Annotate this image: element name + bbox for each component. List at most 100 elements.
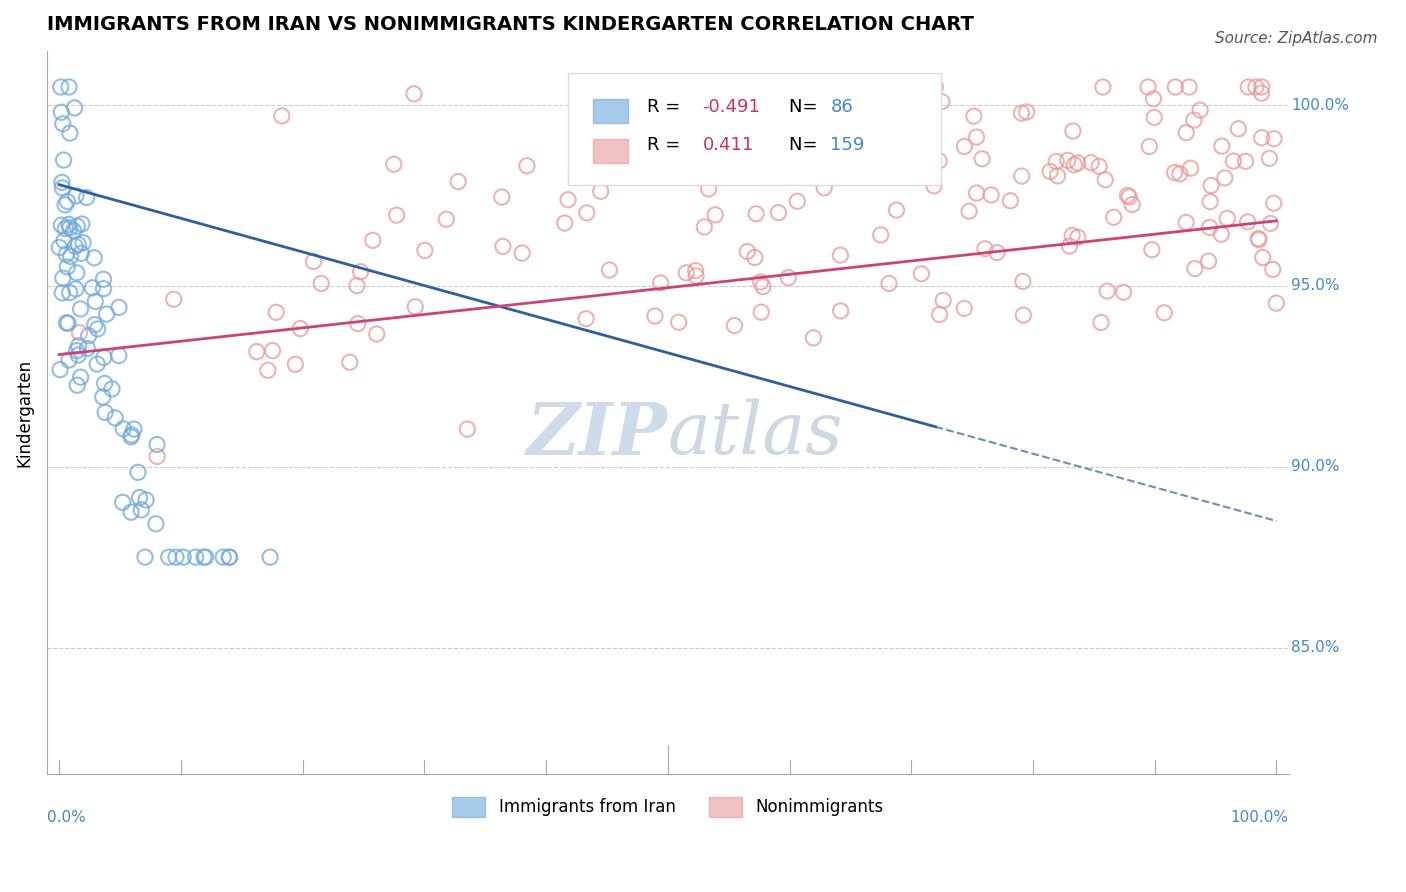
Point [56,194,79,209]
Point [108,301,131,315]
Point [953,139,976,153]
Point [146,450,169,464]
Point [93,282,115,296]
Point [83,318,105,332]
Point [891,113,914,128]
Point [924,80,946,95]
Point [752,279,775,293]
Point [1140,243,1163,257]
Point [218,550,240,565]
Point [59,126,82,140]
Point [65,189,87,203]
Point [693,219,716,234]
Point [157,550,180,565]
Point [1063,158,1085,172]
Point [128,491,150,505]
Point [1011,169,1033,183]
Point [84,294,107,309]
Point [624,121,647,136]
Point [1211,139,1233,153]
Point [697,182,720,196]
Point [120,505,142,519]
Point [1180,161,1202,176]
Point [257,363,280,377]
Point [1012,275,1035,289]
Point [76,190,98,204]
Point [1184,261,1206,276]
Point [1250,130,1272,145]
Point [1222,154,1244,169]
Text: 100.0%: 100.0% [1230,810,1289,825]
Point [1211,227,1233,242]
Point [93,272,115,286]
Point [1263,131,1285,145]
Text: 90.0%: 90.0% [1291,459,1340,475]
Point [922,178,945,193]
Point [957,204,980,219]
Point [284,357,307,371]
Text: 0.411: 0.411 [703,136,754,153]
Point [82,281,104,295]
Point [776,123,799,137]
Point [1116,188,1139,202]
Point [1199,178,1222,193]
Point [404,300,426,314]
Point [66,219,89,234]
Point [1094,173,1116,187]
Point [76,342,98,356]
Text: Source: ZipAtlas.com: Source: ZipAtlas.com [1215,31,1378,46]
Text: R =: R = [647,97,686,116]
Point [413,244,436,258]
Point [346,278,368,293]
Point [869,227,891,242]
Point [1059,239,1081,253]
Text: R =: R = [647,136,686,153]
Point [713,169,735,184]
Point [928,153,950,168]
Text: 95.0%: 95.0% [1291,278,1340,293]
Point [135,492,157,507]
Point [801,170,824,185]
Point [262,343,284,358]
Point [77,328,100,343]
Point [1164,80,1187,95]
Point [56,260,79,274]
Point [510,246,533,260]
Point [1251,251,1274,265]
Point [1178,80,1201,95]
Point [131,503,153,517]
Point [778,270,800,285]
Point [1046,169,1069,183]
Point [1062,228,1084,243]
Point [744,251,766,265]
Point [1198,254,1220,268]
Point [1090,316,1112,330]
Point [63,239,86,253]
Point [1198,220,1220,235]
Point [184,550,207,565]
Point [108,349,131,363]
Point [1143,111,1166,125]
Point [70,217,93,231]
Point [309,277,332,291]
Point [886,203,908,218]
Point [582,159,605,173]
Point [55,221,77,235]
Point [290,321,312,335]
Point [1118,190,1140,204]
Point [51,181,73,195]
Point [1265,296,1288,310]
Point [67,348,90,362]
Point [1163,165,1185,179]
Point [346,317,368,331]
Point [644,309,666,323]
Legend: Immigrants from Iran, Nonimmigrants: Immigrants from Iran, Nonimmigrants [446,790,890,823]
Point [93,351,115,365]
Point [120,430,142,444]
Point [51,175,73,189]
Point [1199,194,1222,209]
Text: N=: N= [789,97,824,116]
Point [86,322,108,336]
Point [302,254,325,268]
Point [1091,80,1114,95]
